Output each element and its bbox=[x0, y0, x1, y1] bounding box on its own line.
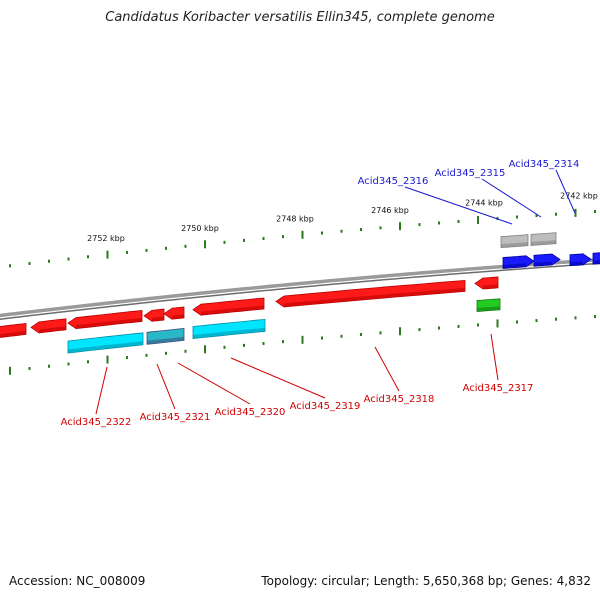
grey-feature-shade bbox=[530, 240, 557, 245]
gene-label: Acid345_2321 bbox=[140, 412, 211, 423]
cds-feature-shade bbox=[151, 316, 165, 321]
cds-feature-shade bbox=[38, 326, 67, 333]
scale-tick-label: 2744 kbp bbox=[465, 198, 503, 207]
leader-line bbox=[177, 362, 251, 405]
leader-line bbox=[404, 186, 513, 225]
backbone-inner bbox=[0, 262, 600, 320]
cds-feature-shade bbox=[482, 284, 499, 289]
genome-summary: Topology: circular; Length: 5,650,368 bp… bbox=[261, 574, 591, 588]
blue-feature-shade bbox=[592, 260, 600, 264]
blue-feature-shade bbox=[502, 263, 527, 268]
scale-tick-label: 2742 kbp bbox=[560, 192, 598, 201]
leader-line bbox=[95, 366, 108, 415]
cds-feature-shade bbox=[200, 305, 265, 315]
cyan-feature-shade bbox=[67, 341, 144, 353]
leader-line bbox=[555, 169, 576, 214]
green-feature-shade bbox=[476, 306, 501, 311]
scale-tick-label: 2752 kbp bbox=[87, 234, 125, 243]
cyan-feature-shade bbox=[146, 336, 185, 344]
cds-feature-shade bbox=[283, 287, 466, 307]
scale-tick-label: 2750 kbp bbox=[181, 224, 219, 233]
gene-label: Acid345_2317 bbox=[463, 383, 534, 394]
cds-feature-shade bbox=[171, 314, 185, 319]
gene-label: Acid345_2314 bbox=[509, 159, 580, 170]
leader-line bbox=[230, 357, 326, 399]
leader-line bbox=[374, 346, 400, 392]
cds-feature-shade bbox=[0, 330, 27, 337]
cds-feature-shade bbox=[75, 317, 143, 329]
leader-line bbox=[156, 363, 176, 410]
blue-feature-shade bbox=[533, 261, 553, 266]
scale-tick-label: 2746 kbp bbox=[371, 206, 409, 215]
leader-line bbox=[490, 333, 499, 381]
leader-line bbox=[481, 178, 542, 218]
accession-text: Accession: NC_008009 bbox=[9, 574, 146, 588]
gene-label: Acid345_2319 bbox=[290, 401, 361, 412]
map-title: Candidatus Koribacter versatilis Ellin34… bbox=[105, 10, 495, 25]
gene-label: Acid345_2320 bbox=[215, 407, 286, 418]
gene-label: Acid345_2316 bbox=[358, 176, 429, 187]
grey-feature-shade bbox=[500, 242, 529, 248]
gene-label: Acid345_2322 bbox=[61, 417, 132, 428]
scale-tick-label: 2748 kbp bbox=[276, 215, 314, 224]
gene-label: Acid345_2318 bbox=[364, 394, 435, 405]
blue-feature-shade bbox=[569, 261, 584, 266]
gene-label: Acid345_2315 bbox=[435, 168, 506, 179]
cyan-feature-shade bbox=[192, 327, 266, 338]
